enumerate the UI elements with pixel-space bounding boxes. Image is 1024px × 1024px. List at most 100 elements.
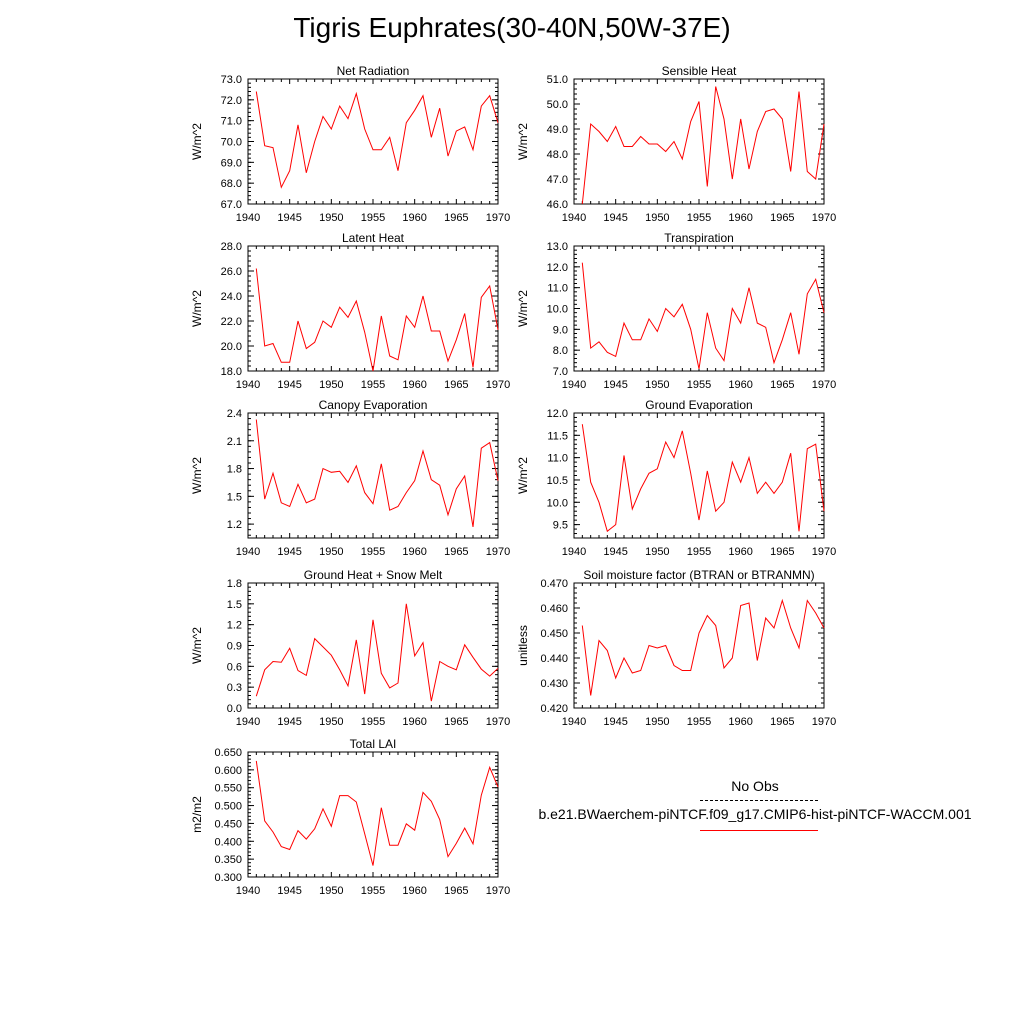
x-tick-label: 1970 [486,546,510,558]
x-tick-label: 1940 [236,546,260,558]
chart-svg: Sensible Heat 1940 1945 1950 1955 1960 1965 197… [516,64,836,224]
plot-frame [247,582,499,709]
y-tick-label: 1.2 [227,620,242,632]
y-axis-label: W/m^2 [516,123,530,160]
panel-soil-moisture-factor: Soil moisture factor (BTRAN or BTRANMN) 1… [516,566,836,744]
x-tick-label: 1970 [486,379,510,391]
x-tick-label: 1950 [319,716,343,728]
chart-title: Latent Heat [342,231,405,245]
x-tick-label: 1950 [645,716,669,728]
chart-title: Net Radiation [337,64,410,78]
y-tick-label: 1.5 [227,491,242,503]
x-tick-label: 1950 [645,212,669,224]
y-tick-label: 12.0 [547,262,568,274]
y-tick-label: 47.0 [547,174,568,186]
x-tick-label: 1950 [645,546,669,558]
y-tick-label: 0.450 [214,818,242,830]
panel-latent-heat: Latent Heat 1940 1945 1950 1955 1960 1965 1970 1… [190,229,510,407]
x-tick-label: 1960 [402,885,426,897]
x-tick-label: 1945 [277,885,301,897]
y-axis-label: W/m^2 [190,457,204,494]
x-tick-label: 1965 [770,379,794,391]
chart-svg: Canopy Evaporation 1940 1945 1950 1955 1960 19… [190,398,510,558]
y-tick-label: 0.440 [540,653,568,665]
panel-sensible-heat: Sensible Heat 1940 1945 1950 1955 1960 1965 197… [516,62,836,240]
x-tick-label: 1955 [687,546,711,558]
x-tick-label: 1955 [361,379,385,391]
y-axis-label: unitless [516,625,530,666]
chart-title: Sensible Heat [662,64,737,78]
chart-title: Transpiration [664,231,734,245]
plot-frame [573,245,825,372]
x-tick-label: 1940 [236,885,260,897]
y-tick-label: 11.0 [547,283,568,295]
y-tick-label: 10.0 [547,304,568,316]
legend-obs-line [700,800,818,801]
y-tick-label: 20.0 [221,341,242,353]
y-tick-label: 0.3 [227,682,242,694]
y-tick-label: 69.0 [221,157,242,169]
series-line [255,760,499,866]
y-tick-label: 73.0 [221,74,242,86]
x-tick-label: 1960 [402,379,426,391]
panel-transpiration: Transpiration 1940 1945 1950 1955 1960 1965 197… [516,229,836,407]
y-tick-label: 9.5 [553,520,568,532]
plot-frame [573,582,825,709]
y-tick-label: 0.6 [227,661,242,673]
chart-svg: Latent Heat 1940 1945 1950 1955 1960 1965 1970 1… [190,231,510,391]
x-tick-label: 1970 [812,379,836,391]
chart-title: Ground Evaporation [645,398,752,412]
y-tick-label: 1.5 [227,599,242,611]
legend-model-line [700,830,818,831]
chart-svg: Total LAI 1940 1945 1950 1955 1960 1965 1970 0.3… [190,737,510,897]
y-axis-label: W/m^2 [190,290,204,327]
y-tick-label: 13.0 [547,241,568,253]
y-tick-label: 7.0 [553,366,568,378]
y-tick-label: 50.0 [547,99,568,111]
x-tick-label: 1940 [562,379,586,391]
x-tick-label: 1955 [361,212,385,224]
y-tick-label: 46.0 [547,199,568,211]
y-tick-label: 0.420 [540,703,568,715]
x-tick-label: 1940 [236,212,260,224]
legend-obs-label: No Obs [731,778,779,794]
y-tick-label: 10.5 [547,475,568,487]
x-tick-label: 1940 [562,546,586,558]
panel-ground-evaporation: Ground Evaporation 1940 1945 1950 1955 1960 19… [516,396,836,574]
y-tick-label: 22.0 [221,316,242,328]
plot-frame [247,751,499,878]
y-tick-label: 0.460 [540,603,568,615]
x-tick-label: 1965 [444,885,468,897]
x-tick-label: 1955 [361,546,385,558]
y-tick-label: 1.8 [227,578,242,590]
chart-title: Canopy Evaporation [319,398,428,412]
y-tick-label: 0.450 [540,628,568,640]
y-tick-label: 72.0 [221,95,242,107]
y-tick-label: 9.0 [553,324,568,336]
series-line [255,603,499,702]
legend-model-label: b.e21.BWaerchem-piNTCF.f09_g17.CMIP6-his… [538,806,972,822]
page-title: Tigris Euphrates(30-40N,50W-37E) [293,12,731,43]
x-tick-label: 1945 [277,379,301,391]
x-tick-label: 1965 [770,546,794,558]
x-tick-label: 1955 [361,885,385,897]
y-tick-label: 67.0 [221,199,242,211]
x-tick-label: 1945 [603,546,627,558]
x-tick-label: 1955 [687,379,711,391]
y-tick-label: 10.0 [547,497,568,509]
x-tick-label: 1960 [728,379,752,391]
x-tick-label: 1955 [687,212,711,224]
x-tick-label: 1965 [444,716,468,728]
x-tick-label: 1970 [486,716,510,728]
y-axis-label: W/m^2 [516,457,530,494]
x-tick-label: 1940 [236,379,260,391]
series-line [255,419,499,527]
plot-frame [573,78,825,205]
x-tick-label: 1950 [319,885,343,897]
y-tick-label: 51.0 [547,74,568,86]
y-tick-label: 68.0 [221,178,242,190]
x-tick-label: 1950 [319,379,343,391]
y-tick-label: 11.0 [547,453,568,465]
y-axis-label: W/m^2 [516,290,530,327]
x-tick-label: 1955 [361,716,385,728]
